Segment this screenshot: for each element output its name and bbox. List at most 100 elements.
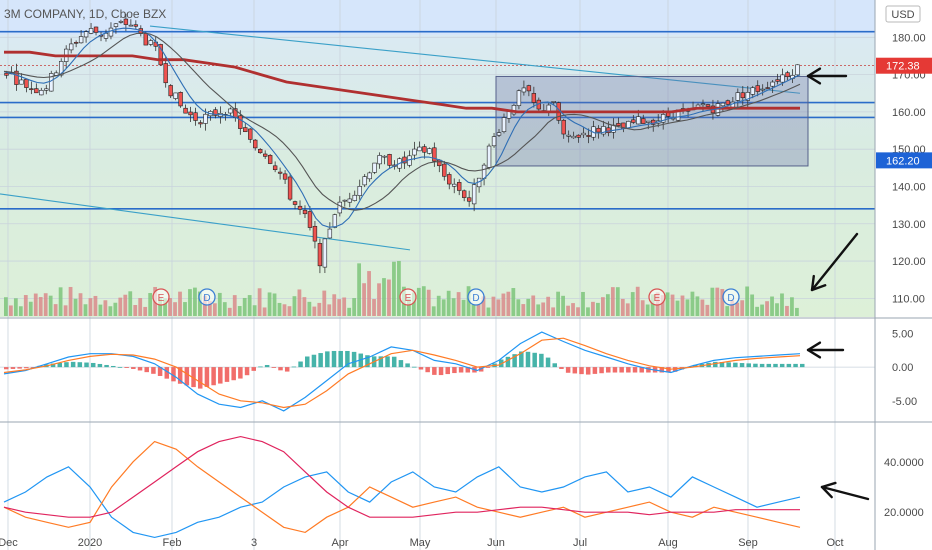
volume-bar [610, 287, 615, 316]
candle-body [457, 182, 462, 191]
volume-bar [292, 296, 297, 316]
candle-body [253, 139, 258, 149]
volume-bars [4, 260, 799, 316]
volume-bar [38, 297, 43, 316]
volume-bar [267, 292, 272, 316]
trend-lines [0, 25, 801, 251]
candle-body [501, 117, 507, 132]
macd-histogram-bar [619, 367, 624, 373]
macd-histogram-bar [4, 367, 9, 370]
volume-bar [770, 296, 774, 316]
volume-bar [322, 290, 327, 316]
candle-body [203, 113, 208, 124]
candle-body [660, 114, 666, 123]
candle-body [213, 109, 218, 116]
macd-histogram-bar [626, 367, 631, 373]
volume-bar [392, 261, 396, 316]
macd-histogram-bar [164, 367, 170, 379]
macd-histogram-bar [84, 362, 89, 368]
macd-histogram-bar [458, 367, 464, 373]
trend-line-upper [149, 25, 801, 94]
macd-histogram-bar [692, 364, 698, 368]
volume-bar [163, 298, 167, 316]
macd-panel [0, 331, 875, 412]
candle-body [258, 149, 263, 154]
volume-bar [511, 288, 516, 316]
macd-histogram-bar [378, 356, 384, 368]
macd-histogram-bar [719, 362, 725, 368]
volume-bar [58, 287, 63, 316]
volume-bar [342, 297, 347, 316]
candle-body [173, 92, 178, 99]
candle-body [19, 79, 24, 85]
candle-body [307, 211, 313, 228]
volume-bar [317, 302, 322, 316]
volume-bar [188, 289, 192, 316]
volume-bar [103, 300, 108, 316]
macd-histogram-bar [77, 362, 83, 368]
macd-histogram-bar [726, 362, 731, 368]
volume-bar [183, 302, 187, 316]
macd-histogram-bar [291, 366, 297, 368]
volume-bar [625, 303, 630, 316]
dmi-tick-label: 20.0000 [884, 507, 924, 519]
candle-body [238, 115, 243, 129]
volume-bar [461, 299, 466, 316]
candle-body [302, 209, 308, 215]
volume-bar [178, 291, 182, 316]
candle-body [347, 198, 352, 203]
volume-bar [123, 294, 128, 316]
candle-body [382, 155, 387, 158]
volume-bar [43, 293, 48, 316]
candle-body [93, 26, 99, 33]
macd-histogram-bar [666, 367, 671, 373]
macd-histogram-bar [425, 367, 430, 373]
event-marker-circle [648, 288, 666, 306]
macd-histogram-bar [753, 363, 758, 368]
volume-bar [237, 306, 242, 316]
candle-body [193, 112, 198, 121]
volume-bar [143, 306, 148, 316]
candle-body [750, 87, 755, 95]
candle-body [387, 154, 392, 166]
currency-badge[interactable]: USD [885, 5, 921, 23]
macd-histogram-bar [759, 363, 765, 368]
macd-histogram-bar [592, 367, 598, 374]
candle-body [576, 134, 581, 138]
candle-body [317, 243, 323, 267]
volume-bar [501, 293, 506, 316]
volume-bar [327, 304, 332, 316]
volume-bar [372, 299, 376, 316]
candle-body [198, 122, 203, 125]
volume-bar [13, 298, 18, 316]
volume-bar [491, 296, 496, 316]
arrow-price-head [806, 67, 822, 85]
candle-body [571, 135, 576, 139]
candle-body [183, 107, 188, 114]
volume-bar [108, 306, 113, 316]
macd-histogram-bar [505, 356, 511, 368]
time-tick-label: Aug [658, 537, 678, 549]
volume-bar [596, 302, 600, 316]
candle-body [372, 162, 377, 173]
volume-bar [541, 302, 546, 316]
candle-body [705, 104, 711, 107]
volume-bar [416, 287, 421, 316]
volume-bar [367, 271, 371, 316]
volume-bar [536, 304, 541, 316]
candle-body [636, 116, 641, 125]
arrow-dmi-shaft [820, 485, 870, 501]
candle-body [471, 184, 477, 205]
macd-histogram-bar [191, 367, 196, 388]
candle-body [287, 176, 293, 200]
macd-histogram-bar [793, 363, 798, 368]
candle-body [337, 201, 343, 214]
candle-body [248, 128, 253, 140]
time-tick-label: Dec [0, 537, 18, 549]
macd-histogram-bar [64, 362, 69, 368]
candle-body [277, 171, 283, 174]
macd-histogram-bar [646, 367, 651, 373]
macd-histogram-bar [565, 367, 571, 373]
arrow-macd-head [806, 341, 822, 359]
macd-histogram-bar [405, 363, 410, 368]
